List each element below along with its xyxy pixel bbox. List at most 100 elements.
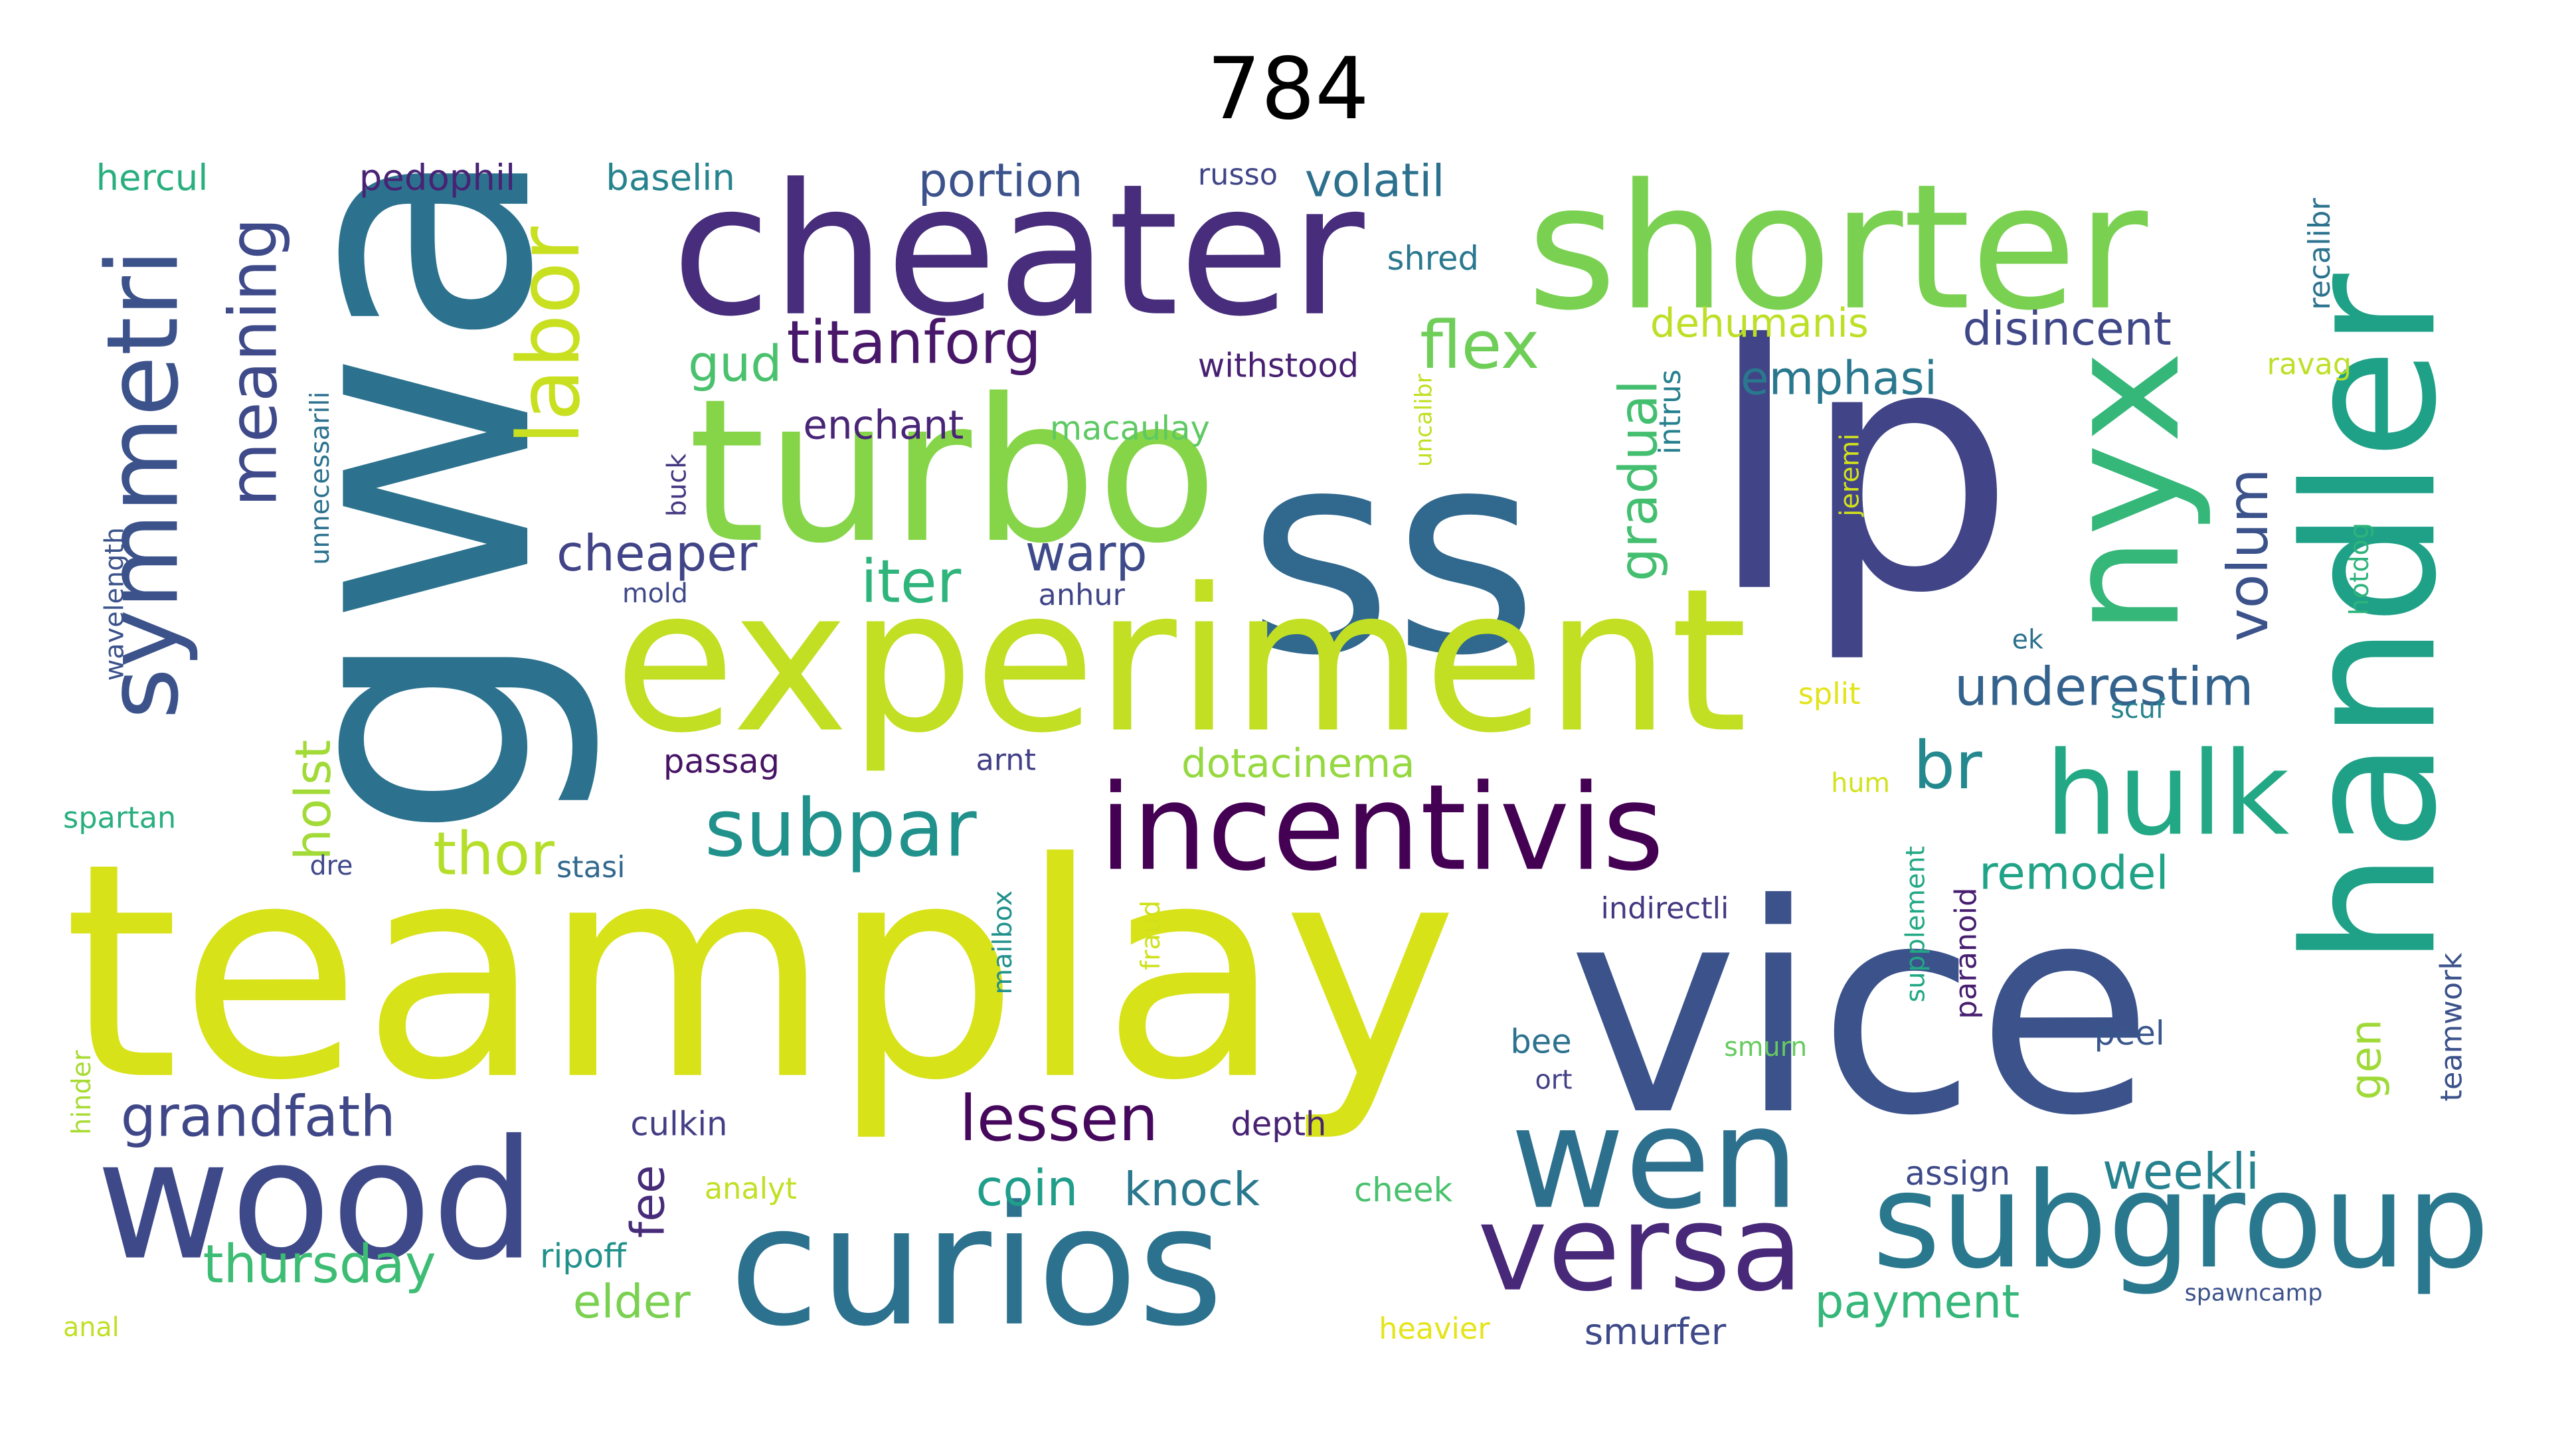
word-portion: portion xyxy=(918,163,1083,207)
word-depth: depth xyxy=(1231,1105,1326,1144)
word-spawncamp: spawncamp xyxy=(2185,1280,2323,1306)
word-anhur: anhur xyxy=(1039,578,1126,612)
word-heavier: heavier xyxy=(1379,1312,1490,1346)
word-elder: elder xyxy=(573,1276,691,1329)
word-uncalibr: uncalibr xyxy=(1411,373,1437,467)
word-shorter: shorter xyxy=(1527,163,2150,349)
word-dehumanis: dehumanis xyxy=(1650,301,1869,347)
word-holst: holst xyxy=(284,740,342,860)
word-vice: vice xyxy=(1568,843,2154,1179)
word-grandfath: grandfath xyxy=(121,1084,396,1149)
word-subpar: subpar xyxy=(705,783,977,875)
word-ravag: ravag xyxy=(2267,347,2352,381)
word-versa: versa xyxy=(1478,1179,1804,1318)
word-indirectli: indirectli xyxy=(1601,891,1729,926)
word-buck: buck xyxy=(662,454,693,517)
word-bee: bee xyxy=(1510,1022,1571,1061)
word-fraud: fraud xyxy=(1136,900,1166,970)
word-fee: fee xyxy=(622,1165,675,1238)
word-volum: volum xyxy=(2215,468,2280,641)
word-gradual: gradual xyxy=(1608,380,1670,581)
word-split: split xyxy=(1798,677,1861,711)
word-cheaper: cheaper xyxy=(557,525,758,582)
word-wood: wood xyxy=(96,1105,537,1296)
word-russo: russo xyxy=(1198,163,1278,192)
word-payment: payment xyxy=(1814,1276,2019,1329)
word-paranoid: paranoid xyxy=(1949,888,1984,1019)
word-mailbox: mailbox xyxy=(987,891,1018,995)
word-gwa: gwa xyxy=(215,163,607,841)
word-emphasi: emphasi xyxy=(1741,352,1937,405)
word-stasi: stasi xyxy=(557,850,626,885)
word-peel: peel xyxy=(2094,1014,2164,1053)
word-anal: anal xyxy=(63,1312,120,1343)
word-ss: ss xyxy=(1247,391,1539,717)
word-hotdog: hotdog xyxy=(2344,523,2375,616)
word-assign: assign xyxy=(1905,1154,2011,1193)
word-subgroup: subgroup xyxy=(1872,1144,2490,1298)
word-underestim: underestim xyxy=(1954,656,2254,718)
word-cheater: cheater xyxy=(671,163,1366,357)
word-enchant: enchant xyxy=(803,403,964,449)
word-mold: mold xyxy=(622,578,688,609)
word-gud: gud xyxy=(688,335,782,392)
word-experiment: experiment xyxy=(614,547,1748,776)
word-lessen: lessen xyxy=(960,1083,1159,1155)
word-teamplay: teamplay xyxy=(63,800,1458,1146)
word-coin: coin xyxy=(976,1159,1078,1217)
word-curios: curios xyxy=(729,1171,1223,1363)
word-labor: labor xyxy=(499,226,599,445)
word-hum: hum xyxy=(1831,768,1890,799)
word-thor: thor xyxy=(433,819,555,889)
word-hercul: hercul xyxy=(96,163,209,199)
word-recalibr: recalibr xyxy=(2302,198,2337,310)
word-iter: iter xyxy=(861,548,962,617)
word-warp: warp xyxy=(1025,525,1148,582)
word-culkin: culkin xyxy=(630,1105,727,1144)
word-br: br xyxy=(1913,728,1982,804)
word-symmetri: symmetri xyxy=(86,249,201,720)
word-hinder: hinder xyxy=(66,1050,97,1135)
word-shred: shred xyxy=(1387,239,1479,278)
word-spartan: spartan xyxy=(63,800,176,835)
word-ek: ek xyxy=(2012,625,2043,655)
word-hulk: hulk xyxy=(2045,726,2290,861)
word-dotacinema: dotacinema xyxy=(1181,741,1415,787)
word-turbo: turbo xyxy=(688,357,1218,587)
word-ripoff: ripoff xyxy=(540,1237,628,1275)
word-wen: wen xyxy=(1510,1076,1799,1240)
word-meaning: meaning xyxy=(215,218,292,507)
word-supplement: supplement xyxy=(1900,846,1931,1003)
word-jeremi: jeremi xyxy=(1834,434,1865,517)
word-passag: passag xyxy=(663,742,780,780)
word-smurfer: smurfer xyxy=(1585,1310,1727,1353)
word-withstood: withstood xyxy=(1198,346,1359,385)
word-thursday: thursday xyxy=(203,1233,436,1295)
word-pedophil: pedophil xyxy=(359,163,515,199)
word-incentivis: incentivis xyxy=(1099,759,1664,897)
word-flex: flex xyxy=(1420,307,1539,384)
word-knock: knock xyxy=(1124,1163,1260,1217)
word-remodel: remodel xyxy=(1979,847,2169,900)
word-disincent: disincent xyxy=(1962,303,2171,356)
word-volatil: volatil xyxy=(1305,163,1445,207)
word-macaulay: macaulay xyxy=(1050,409,1210,448)
word-smurn: smurn xyxy=(1724,1032,1807,1063)
word-ort: ort xyxy=(1535,1065,1572,1096)
word-nyx: nyx xyxy=(2032,351,2215,636)
word-dre: dre xyxy=(309,851,353,881)
word-intrus: intrus xyxy=(1653,369,1687,454)
word-arnt: arnt xyxy=(976,742,1036,777)
word-baselin: baselin xyxy=(606,163,735,199)
word-unnecessarili: unnecessarili xyxy=(305,391,335,564)
word-analyt: analyt xyxy=(705,1171,797,1206)
word-handler: handler xyxy=(2267,272,2477,966)
figure-title: 784 xyxy=(1207,40,1369,139)
word-cheek: cheek xyxy=(1354,1171,1452,1209)
word-weekli: weekli xyxy=(2103,1143,2259,1201)
word-scuf: scuf xyxy=(2110,694,2165,725)
word-lp: lp xyxy=(1708,273,2016,667)
word-titanforg: titanforg xyxy=(787,308,1041,377)
